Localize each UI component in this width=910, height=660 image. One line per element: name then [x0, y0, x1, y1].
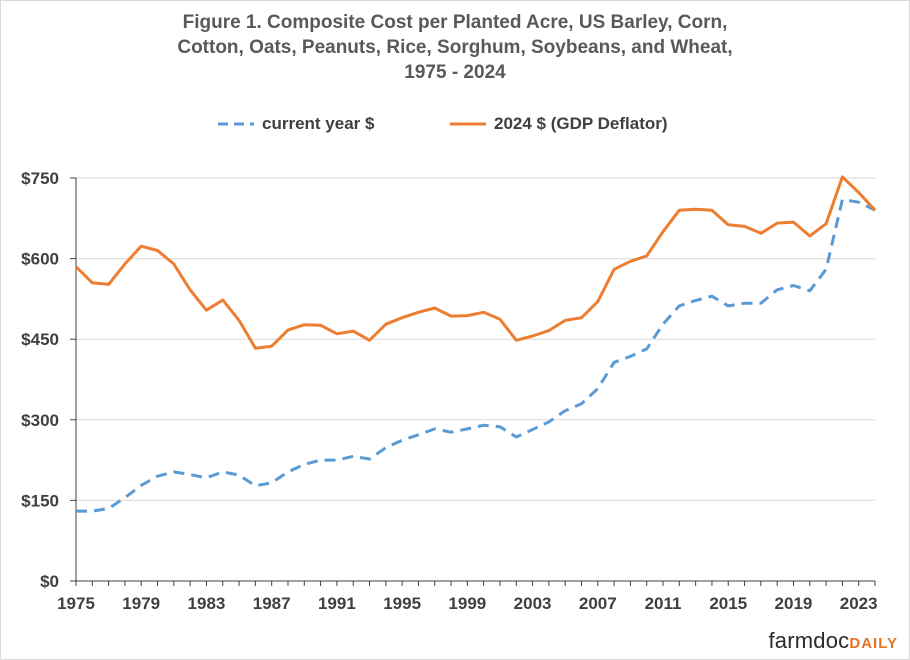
x-tick-label: 2011: [645, 594, 682, 613]
chart-title-line-2: Cotton, Oats, Peanuts, Rice, Sorghum, So…: [177, 37, 733, 58]
x-tick-label: 1983: [188, 594, 226, 613]
x-tick-label: 2023: [840, 594, 878, 613]
x-tick-label: 1975: [57, 594, 95, 613]
chart-legend: current year $ 2024 $ (GDP Deflator): [0, 113, 910, 135]
legend-item-real: 2024 $ (GDP Deflator): [450, 113, 668, 135]
x-tick-label: 1991: [318, 594, 356, 613]
x-tick-label: 1987: [253, 594, 291, 613]
x-tick-label: 1999: [448, 594, 486, 613]
brand-part-1: farmdoc: [768, 628, 850, 653]
x-tick-label: 2003: [514, 594, 552, 613]
legend-label-real: 2024 $ (GDP Deflator): [494, 114, 668, 133]
legend-item-current: current year $: [218, 113, 374, 135]
chart-title-line-1: Figure 1. Composite Cost per Planted Acr…: [182, 12, 728, 33]
y-tick-label: $450: [21, 330, 59, 349]
x-tick-label: 2019: [775, 594, 813, 613]
chart-title: Figure 1. Composite Cost per Planted Acr…: [0, 10, 910, 85]
x-tick-label: 2015: [709, 594, 747, 613]
x-tick-label: 1995: [383, 594, 421, 613]
brand-part-2: DAILY: [849, 635, 898, 652]
y-tick-label: $150: [21, 491, 59, 510]
y-tick-label: $300: [21, 411, 59, 430]
y-tick-label: $750: [21, 169, 59, 188]
legend-swatch-current: [218, 122, 254, 126]
x-tick-label: 2007: [579, 594, 617, 613]
y-tick-label: $0: [40, 572, 59, 591]
y-tick-label: $600: [21, 250, 59, 269]
legend-swatch-real: [450, 122, 486, 126]
legend-label-current: current year $: [262, 114, 375, 133]
series-line-real: [74, 175, 877, 350]
chart-title-line-3: 1975 - 2024: [404, 62, 506, 83]
brand-logo: farmdocDAILY: [769, 628, 899, 654]
x-tick-label: 1979: [122, 594, 160, 613]
series-line-current: [76, 198, 876, 513]
